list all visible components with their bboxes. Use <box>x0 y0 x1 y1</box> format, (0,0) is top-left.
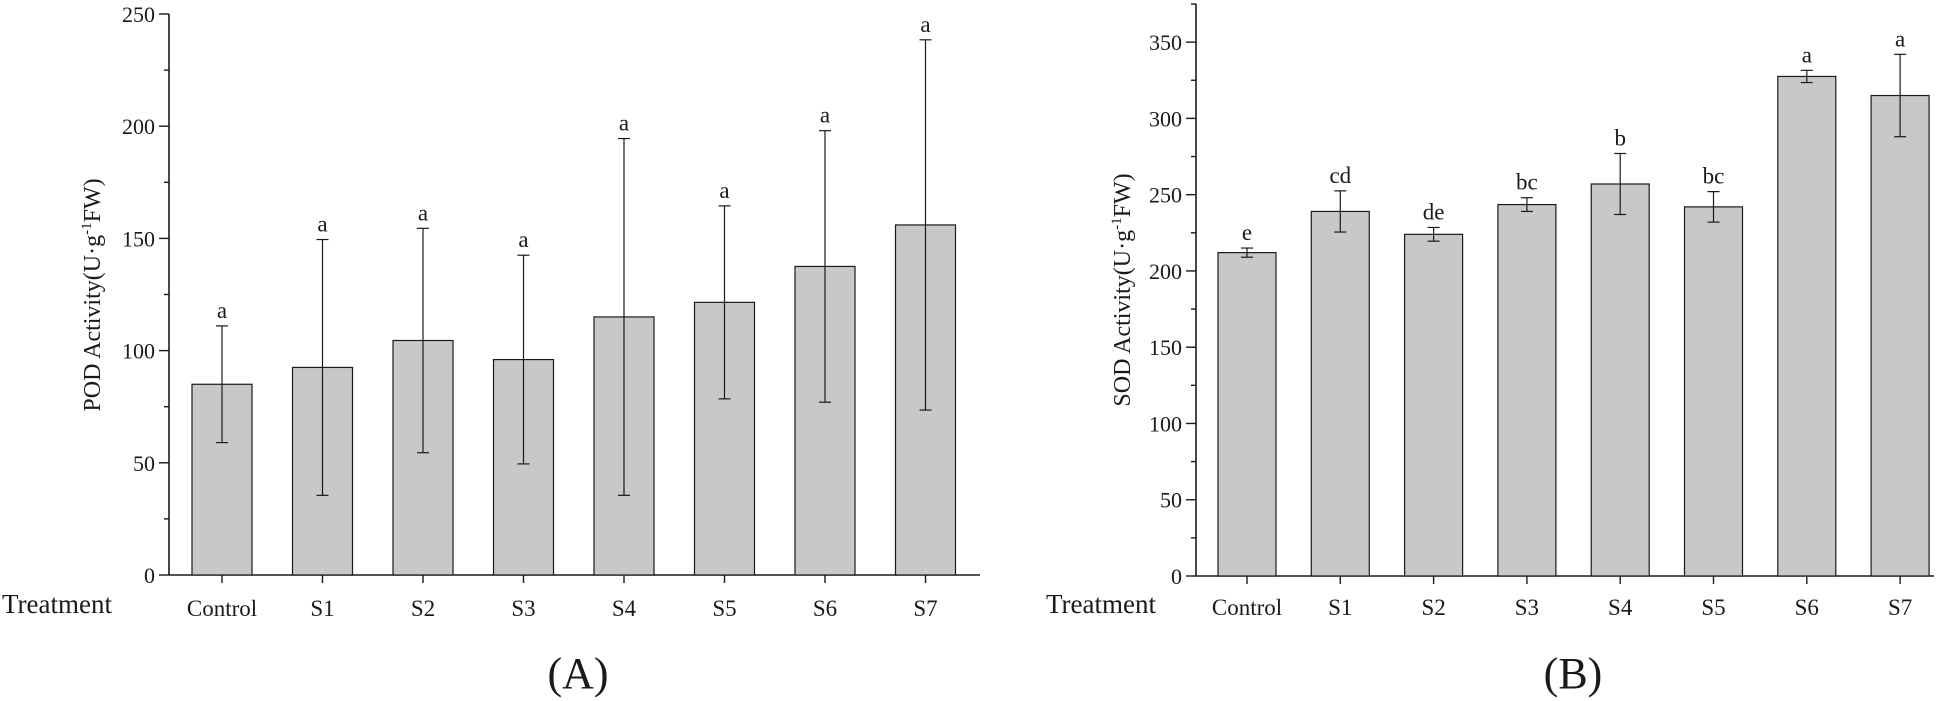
x-tick-label: S4 <box>1608 595 1633 620</box>
x-tick-label: S2 <box>411 596 435 621</box>
bar-series: a a a a a a a a <box>191 12 957 576</box>
bar-s5 <box>1683 206 1744 577</box>
significance-label: a <box>317 212 327 237</box>
significance-label: de <box>1423 199 1445 224</box>
y-tick-label: 200 <box>1149 259 1182 284</box>
bar-s4 <box>1590 183 1650 577</box>
x-tick-label: S7 <box>913 596 937 621</box>
bar-s7 <box>1870 94 1930 577</box>
y-axis-label-superscript: -1 <box>1109 217 1125 230</box>
x-tick-label: Control <box>1212 595 1282 620</box>
x-tick-label: S1 <box>310 596 334 621</box>
y-tick-label: 0 <box>144 563 155 588</box>
significance-label: a <box>518 227 528 252</box>
x-axis-label: Treatment <box>1046 589 1156 619</box>
y-axis-label-tail: FW) <box>80 178 106 222</box>
x-tick-label: S5 <box>1701 595 1725 620</box>
y-axis-label: POD Activity(U·g-1FW) <box>79 178 106 411</box>
x-tick-label: S6 <box>1795 595 1819 620</box>
y-tick-label: 200 <box>122 114 155 139</box>
x-tick-label: S3 <box>1515 595 1539 620</box>
significance-label: bc <box>1703 164 1725 189</box>
panel-label-a: (A) <box>547 649 608 698</box>
y-tick-label: 50 <box>133 451 155 476</box>
y-tick-label: 0 <box>1171 564 1182 589</box>
y-tick-label: 100 <box>1149 411 1182 436</box>
bar-s6 <box>1777 75 1837 577</box>
significance-label: e <box>1242 220 1252 245</box>
x-tick-label: S5 <box>712 596 736 621</box>
significance-label: a <box>920 12 930 37</box>
significance-label: b <box>1614 125 1626 150</box>
significance-label: a <box>217 298 227 323</box>
y-tick-label: 250 <box>1149 183 1182 208</box>
panel-label-b: (B) <box>1544 649 1603 698</box>
x-tick-label: S4 <box>612 596 637 621</box>
chart-panel-b: 0 50 100 150 200 250 300 350 Control S1 S2 S3 S4 S5 S6… <box>1046 3 1934 698</box>
significance-label: a <box>1895 26 1905 51</box>
x-axis-label: Treatment <box>2 589 112 619</box>
significance-label: a <box>820 103 830 128</box>
significance-label: a <box>418 200 428 225</box>
y-tick-label: 300 <box>1149 106 1182 131</box>
bar-s1 <box>1310 210 1370 577</box>
x-tick-label: S1 <box>1328 595 1352 620</box>
x-tick-label: S7 <box>1888 595 1912 620</box>
y-axis-label: SOD Activity(U·g-1FW) <box>1109 173 1136 406</box>
y-axis-label-tail: FW) <box>1110 173 1136 217</box>
bar-s3 <box>1497 203 1557 577</box>
y-tick-label: 350 <box>1149 30 1182 55</box>
significance-label: bc <box>1516 170 1538 195</box>
y-tick-label: 100 <box>122 339 155 364</box>
significance-label: a <box>719 178 729 203</box>
y-tick-label: 250 <box>122 2 155 27</box>
significance-label: cd <box>1329 163 1351 188</box>
bar-s2 <box>1403 233 1464 577</box>
y-tick-label: 150 <box>1149 335 1182 360</box>
x-tick-label: S3 <box>511 596 535 621</box>
x-tick-label: S6 <box>813 596 837 621</box>
y-tick-label: 50 <box>1160 488 1182 513</box>
y-axis-ticks: 0 50 100 150 200 250 Control S1 S2 S3 S4 S5 S6 S7 <box>122 2 938 621</box>
significance-label: a <box>1802 42 1812 67</box>
significance-label: a <box>619 111 629 136</box>
bar-control <box>1217 252 1277 577</box>
x-tick-label: Control <box>187 596 257 621</box>
y-axis-label-superscript: -1 <box>79 222 95 235</box>
y-tick-label: 150 <box>122 226 155 251</box>
bar-series: e cd de bc b bc a a <box>1217 26 1930 577</box>
x-tick-label: S2 <box>1421 595 1445 620</box>
y-axis-ticks: 0 50 100 150 200 250 300 350 Control S1 S2 S3 S4 S5 S6… <box>1149 3 1912 620</box>
